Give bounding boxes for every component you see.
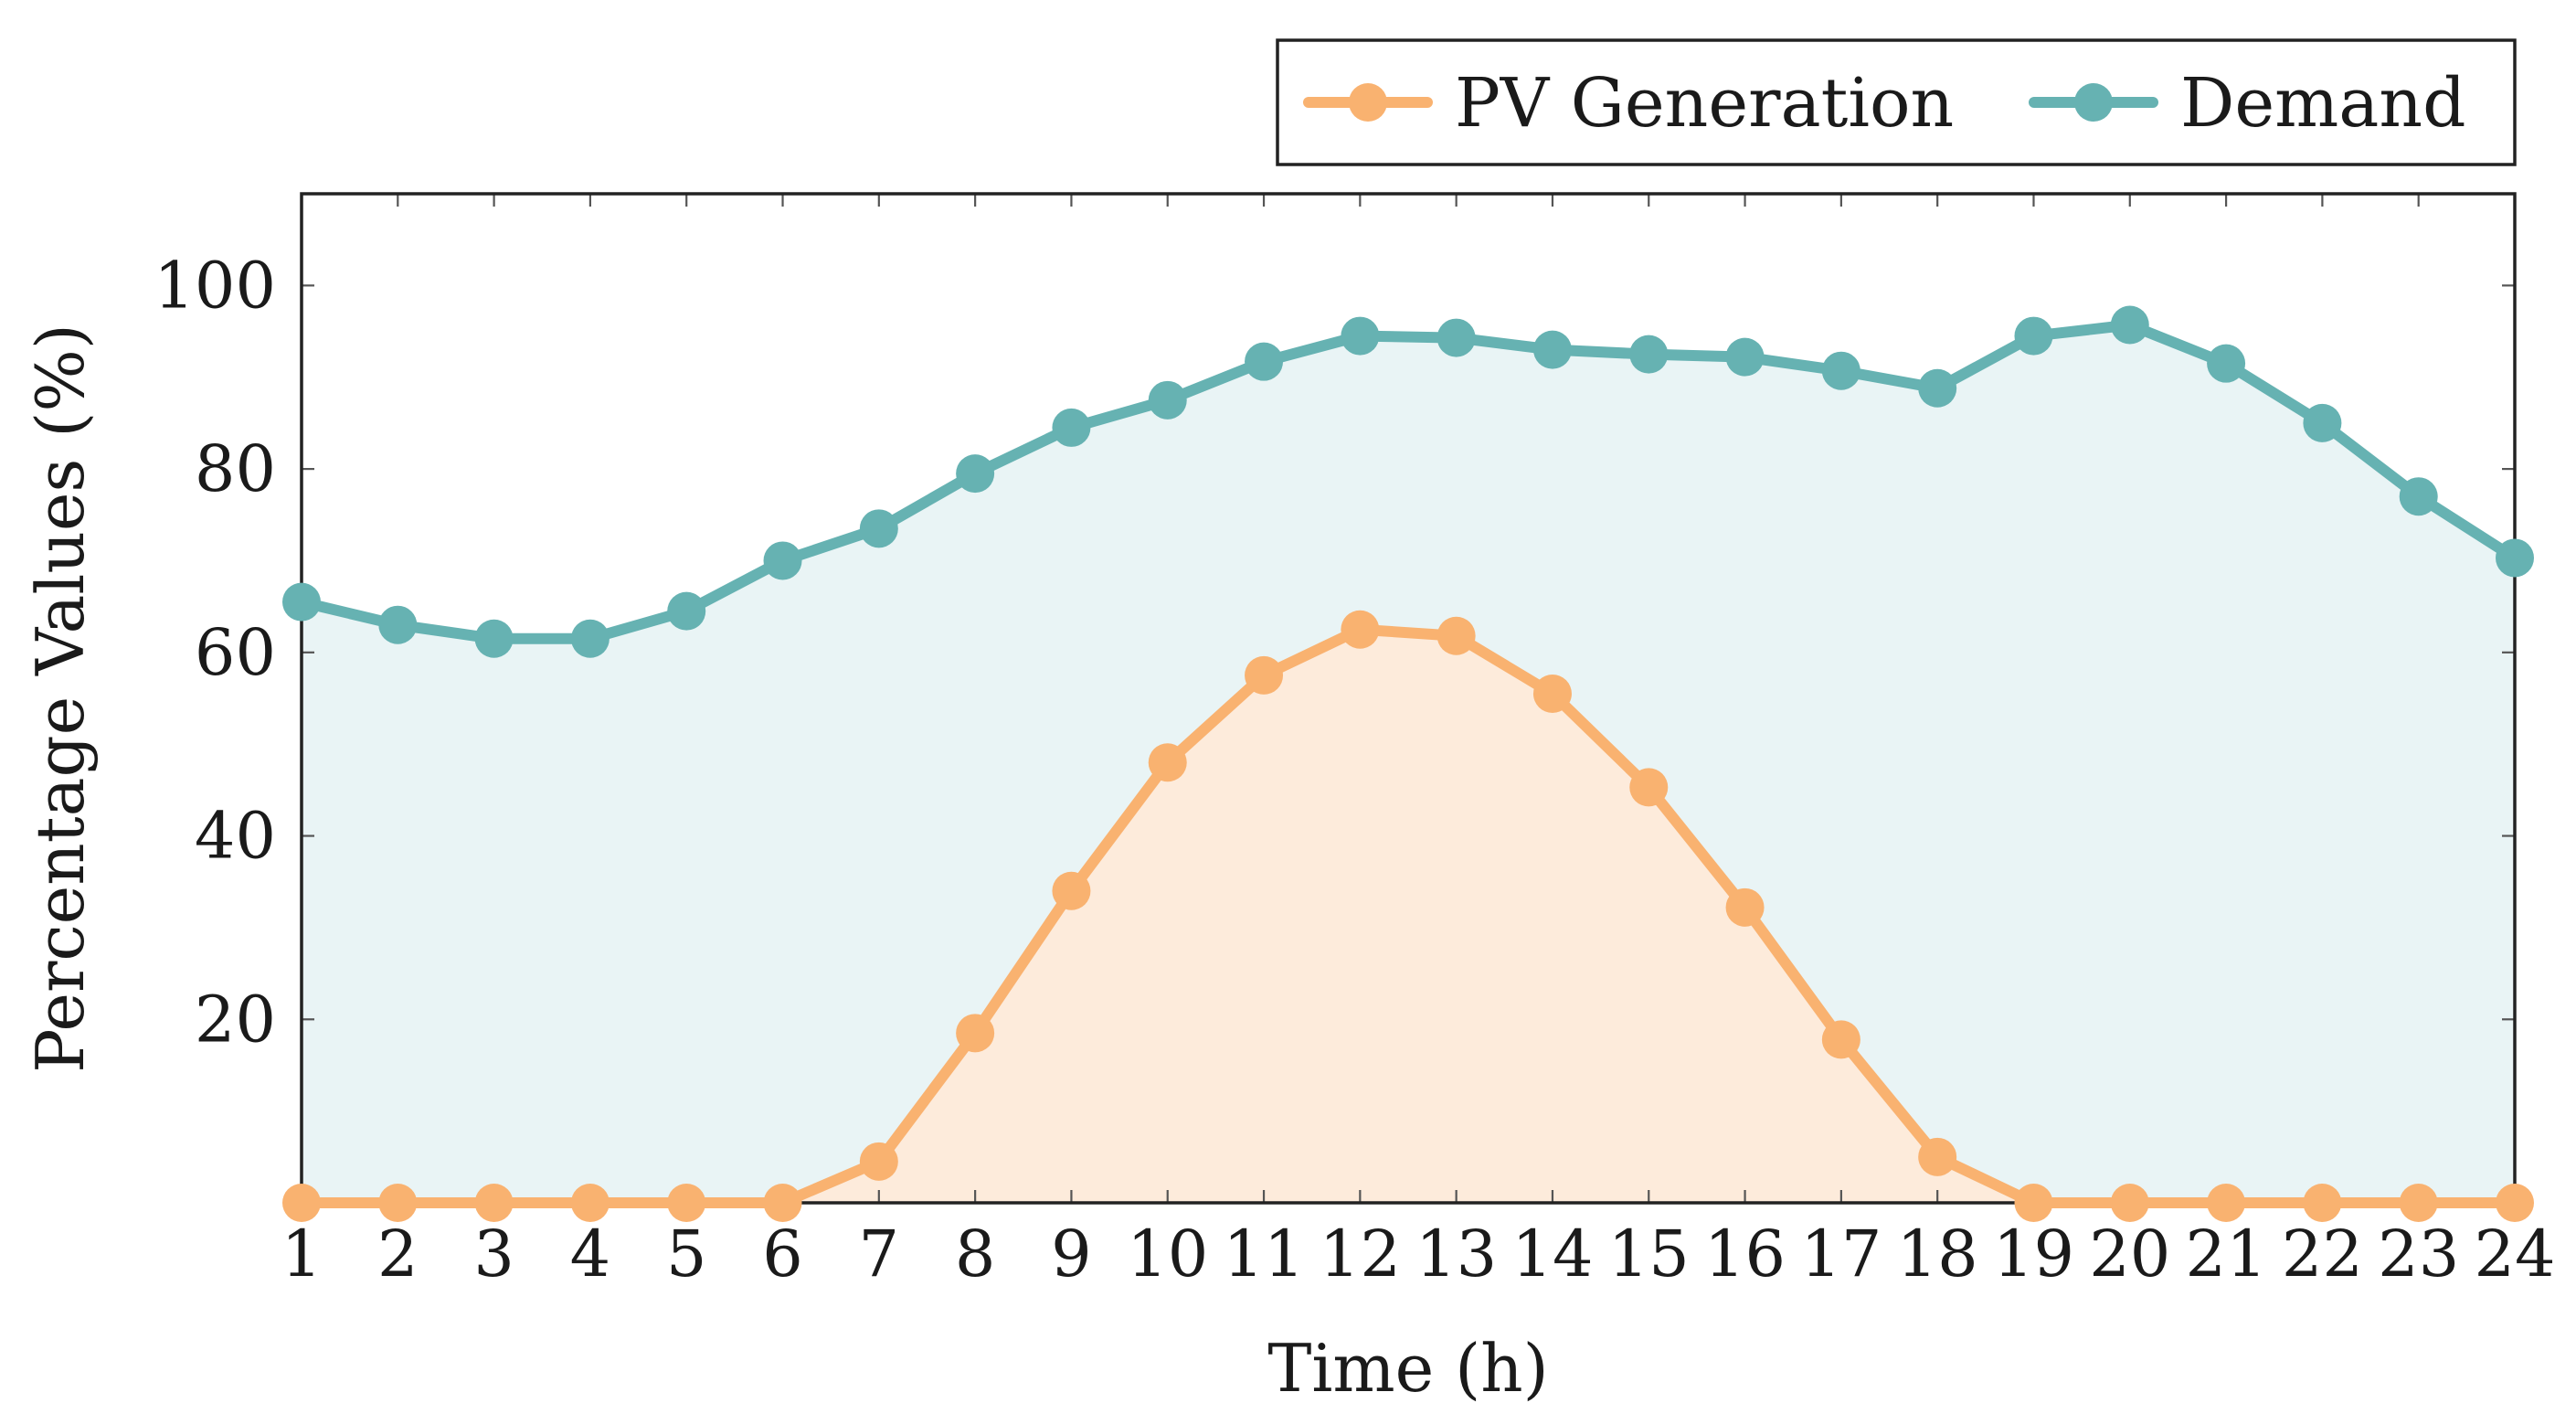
x-tick-label: 1 [281, 1217, 323, 1291]
x-tick-label: 20 [2089, 1217, 2170, 1291]
data-point-pv-generation [570, 1184, 610, 1222]
data-point-demand [378, 605, 418, 644]
data-point-pv-generation [1725, 887, 1765, 927]
x-tick-label: 5 [666, 1217, 707, 1291]
legend-swatch-marker [2074, 83, 2113, 122]
x-tick-label: 13 [1415, 1217, 1497, 1291]
legend: PV Generation Demand [1276, 38, 2517, 166]
legend-label: Demand [2180, 64, 2465, 143]
data-point-pv-generation [2496, 1184, 2534, 1222]
data-point-demand [2207, 344, 2246, 383]
data-point-demand [282, 582, 321, 622]
data-point-pv-generation [1245, 655, 1284, 695]
data-point-demand [1245, 342, 1284, 381]
data-point-demand [2110, 305, 2149, 345]
x-tick-label: 6 [762, 1217, 803, 1291]
legend-label: PV Generation [1455, 64, 1954, 143]
x-tick-label: 9 [1051, 1217, 1092, 1291]
x-tick-label: 23 [2378, 1217, 2459, 1291]
x-tick-label: 2 [377, 1217, 419, 1291]
x-tick-labels: 1 2 3 4 5 6 7 8 9 10 11 12 13 14 15 16 17 18 19 20 21 22 23 24 [281, 1217, 2556, 1291]
area-fills [302, 324, 2515, 1203]
data-point-demand [859, 509, 898, 548]
data-point-pv-generation [282, 1184, 321, 1222]
data-point-demand [1532, 330, 1572, 369]
x-tick-label: 16 [1704, 1217, 1786, 1291]
data-point-pv-generation [2399, 1184, 2438, 1222]
x-tick-label: 12 [1320, 1217, 1401, 1291]
data-point-demand [1725, 337, 1765, 377]
legend-entry-demand: Demand [2029, 64, 2465, 143]
data-point-demand [2399, 477, 2438, 516]
x-tick-label: 3 [473, 1217, 514, 1291]
legend-box [1276, 38, 2517, 166]
data-point-pv-generation [474, 1184, 514, 1222]
data-point-pv-generation [667, 1184, 706, 1222]
data-point-pv-generation [1532, 674, 1572, 713]
x-tick-label: 11 [1224, 1217, 1305, 1291]
x-tick-label: 7 [859, 1217, 900, 1291]
data-point-demand [1052, 408, 1091, 447]
data-point-pv-generation [1148, 743, 1187, 782]
data-point-pv-generation [2207, 1184, 2246, 1222]
x-tick-label: 17 [1800, 1217, 1882, 1291]
data-point-demand [763, 541, 802, 580]
data-point-demand [1148, 380, 1187, 420]
data-point-pv-generation [1436, 616, 1476, 655]
plot-frame [300, 192, 2517, 1205]
x-tick-label: 15 [1608, 1217, 1690, 1291]
data-point-pv-generation [1341, 610, 1380, 649]
x-tick-label: 18 [1897, 1217, 1978, 1291]
data-point-demand [1821, 351, 1860, 390]
data-point-pv-generation [2110, 1184, 2149, 1222]
data-point-demand [1436, 318, 1476, 357]
data-point-demand [474, 619, 514, 658]
x-tick-label: 14 [1511, 1217, 1593, 1291]
x-tick-label: 22 [2282, 1217, 2363, 1291]
x-tick-label: 8 [955, 1217, 996, 1291]
data-point-pv-generation [956, 1014, 995, 1053]
y-axis-title: Percentage Values (%) [22, 324, 99, 1073]
data-point-pv-generation [378, 1184, 418, 1222]
legend-entry-pv-generation: PV Generation [1303, 64, 1954, 143]
data-point-pv-generation [859, 1142, 898, 1181]
legend-swatch-marker [1349, 83, 1387, 122]
data-point-pv-generation [763, 1184, 802, 1222]
legend-entries: PV Generation Demand [1303, 64, 2465, 143]
data-point-pv-generation [2014, 1184, 2053, 1222]
data-point-pv-generation [1052, 871, 1091, 910]
y-tick-label: 60 [195, 615, 276, 690]
y-tick-label: 100 [154, 248, 276, 323]
data-point-pv-generation [1629, 768, 1669, 807]
x-axis-title: Time (h) [1267, 1330, 1548, 1407]
y-tick-label: 20 [195, 982, 276, 1057]
x-tick-label: 4 [570, 1217, 611, 1291]
data-point-demand [667, 591, 706, 631]
y-tick-label: 40 [195, 799, 276, 874]
data-point-demand [1918, 368, 1957, 408]
data-point-demand [1629, 335, 1669, 374]
y-tick-labels: 20 40 60 80 100 [154, 248, 276, 1057]
x-tick-label: 19 [1993, 1217, 2074, 1291]
data-point-demand [2014, 316, 2053, 356]
data-point-demand [2303, 403, 2342, 442]
data-point-pv-generation [1821, 1020, 1860, 1059]
x-tick-label: 24 [2474, 1217, 2555, 1291]
data-point-pv-generation [1918, 1137, 1957, 1176]
data-point-demand [570, 619, 610, 658]
data-point-demand [1341, 316, 1380, 356]
area-fill-pv-generation [302, 629, 2515, 1203]
x-tick-label: 10 [1127, 1217, 1208, 1291]
x-tick-label: 21 [2186, 1217, 2267, 1291]
series-markers [282, 305, 2534, 1222]
y-tick-label: 80 [195, 431, 276, 506]
data-point-demand [2496, 538, 2534, 578]
data-point-pv-generation [2303, 1184, 2342, 1222]
data-point-demand [956, 454, 995, 494]
